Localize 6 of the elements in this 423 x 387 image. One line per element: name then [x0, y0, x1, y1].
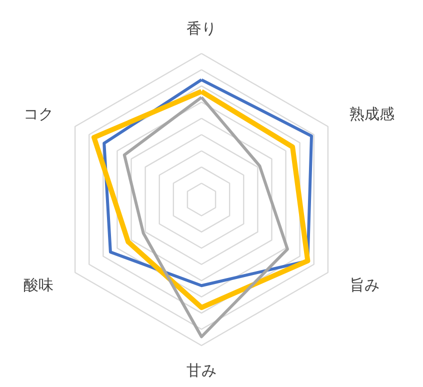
- spoke-label: 旨み: [349, 276, 380, 294]
- spoke-label: 酸味: [24, 276, 54, 294]
- spoke-label: コク: [24, 105, 54, 124]
- spoke-label: 香り: [186, 20, 216, 38]
- spoke-label: 甘み: [186, 361, 216, 380]
- spoke-label: 熟成感: [349, 105, 394, 124]
